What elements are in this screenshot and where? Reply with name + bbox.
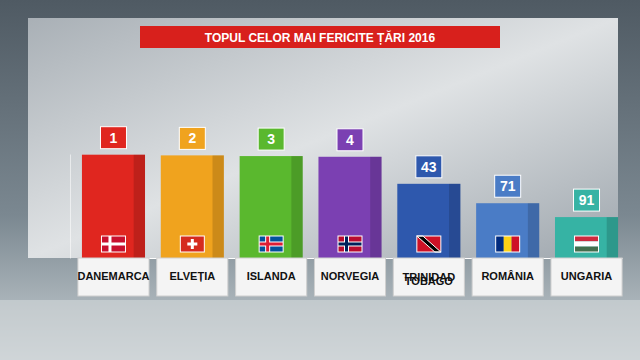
- bar: [476, 203, 539, 258]
- data-label: 2: [188, 130, 196, 146]
- data-label: 43: [421, 159, 437, 175]
- flag-part: [417, 236, 441, 252]
- bar: [555, 217, 618, 258]
- floor: [0, 300, 640, 360]
- x-tick-label: TRINIDADTOBAGO: [403, 271, 456, 287]
- bar-shade: [291, 156, 302, 258]
- data-label: 91: [579, 192, 595, 208]
- data-label: 4: [346, 132, 354, 148]
- title-banner: [140, 26, 500, 48]
- x-tick-label: ISLANDA: [247, 270, 296, 282]
- x-tick-label: ROMÂNIA: [481, 270, 534, 282]
- flag: [575, 236, 599, 252]
- data-label: 3: [267, 131, 275, 147]
- data-label-box: [100, 127, 126, 149]
- flag-border: [496, 236, 520, 252]
- flag-part: [504, 236, 512, 252]
- flag-part: [338, 243, 362, 246]
- data-label-box: [337, 129, 363, 151]
- flag: [338, 236, 362, 252]
- category-box: [78, 258, 149, 296]
- flag: [496, 236, 520, 252]
- screen: [28, 18, 618, 258]
- flag-border: [101, 236, 125, 252]
- flag-part: [575, 247, 599, 252]
- x-tick-label: DANEMARCA: [77, 270, 149, 282]
- bar: [161, 155, 224, 258]
- bar: [397, 184, 460, 258]
- data-label: 1: [110, 130, 118, 146]
- bar-shade: [134, 155, 145, 258]
- background: [0, 0, 640, 360]
- x-tick: ISLANDA: [236, 258, 307, 296]
- x-tick: ELVEȚIA: [157, 258, 228, 296]
- data-label-box: [495, 175, 521, 197]
- flag: [101, 236, 125, 252]
- category-box: [472, 258, 543, 296]
- flag-part: [259, 242, 283, 247]
- flags: [101, 236, 598, 252]
- flag-part: [512, 236, 520, 252]
- x-tick: TRINIDADTOBAGO: [393, 258, 464, 296]
- bar-shade: [528, 203, 539, 258]
- flag-part: [338, 242, 362, 247]
- title: TOPUL CELOR MAI FERICITE ȚĂRI 2016: [205, 30, 436, 45]
- flag-border: [180, 236, 204, 252]
- x-tick: ROMÂNIA: [472, 258, 543, 296]
- flag-part: [417, 236, 441, 252]
- flag-border: [575, 236, 599, 252]
- flag-part: [101, 236, 125, 252]
- flag-border: [417, 236, 441, 252]
- bar: [240, 156, 303, 258]
- bar: [82, 155, 145, 258]
- y-axis: [70, 155, 71, 259]
- category-box: [551, 258, 622, 296]
- category-box: [236, 258, 307, 296]
- category-box: [157, 258, 228, 296]
- data-label-box: [179, 127, 205, 149]
- flag-part: [575, 236, 599, 241]
- flag-border: [259, 236, 283, 252]
- x-tick: UNGARIA: [551, 258, 622, 296]
- bar-shade: [449, 184, 460, 258]
- x-tick-label-line: TOBAGO: [405, 275, 454, 287]
- flag-border: [338, 236, 362, 252]
- bar-shade: [607, 217, 618, 258]
- x-tick: DANEMARCA: [77, 258, 149, 296]
- flag-part: [180, 236, 204, 252]
- x-axis: DANEMARCA ELVEȚIA ISLANDA NORVEGIA TRINIDADT…: [77, 258, 622, 296]
- data-label-box: [416, 156, 442, 178]
- y-axis-line: [70, 155, 71, 259]
- data-label-box: [574, 189, 600, 211]
- chart-svg: TOPUL CELOR MAI FERICITE ȚĂRI 2016 1 2 3 4 43…: [0, 0, 640, 360]
- flag: [417, 236, 441, 252]
- data-label: 71: [500, 178, 516, 194]
- x-tick-label: NORVEGIA: [321, 270, 380, 282]
- flag-part: [259, 236, 283, 252]
- flag: [180, 236, 204, 252]
- x-tick-label: UNGARIA: [561, 270, 612, 282]
- data-labels: 1 2 3 4 43 71 91: [100, 127, 599, 211]
- flag-part: [259, 243, 283, 246]
- flag-part: [496, 236, 504, 252]
- flag-part: [101, 243, 125, 246]
- category-box: [314, 258, 385, 296]
- x-tick-label: ELVEȚIA: [169, 270, 215, 282]
- category-box: [393, 258, 464, 296]
- flag-part: [187, 243, 197, 246]
- flag-part: [338, 236, 362, 252]
- bars: [82, 155, 618, 258]
- flag-part: [575, 241, 599, 246]
- bar-shade: [213, 155, 224, 258]
- bar-shade: [370, 157, 381, 258]
- bar: [318, 157, 381, 258]
- data-label-box: [258, 128, 284, 150]
- chart-container: TOPUL CELOR MAI FERICITE ȚĂRI 2016 1 2 3 4 43…: [0, 0, 640, 360]
- x-tick: NORVEGIA: [314, 258, 385, 296]
- flag: [259, 236, 283, 252]
